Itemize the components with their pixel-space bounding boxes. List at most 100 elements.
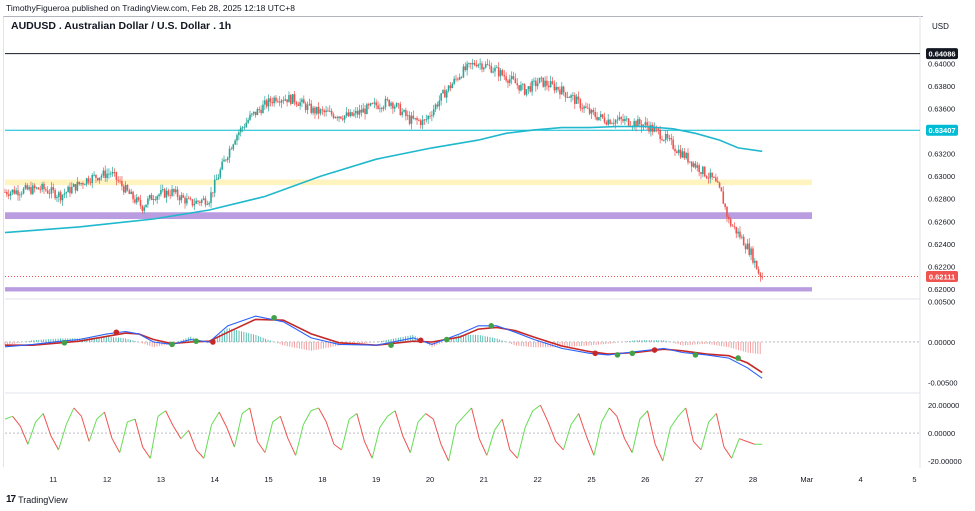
candle-body [213,179,216,193]
oscillator-segment [448,424,457,462]
candle-body [156,196,158,200]
oscillator-segment [723,446,733,459]
candle-body [364,108,366,115]
candle-body [748,243,751,255]
candle-body [366,104,368,115]
candle-body [39,189,42,191]
candle-body [570,95,572,98]
candle-body [503,75,506,77]
candle-body [427,115,429,120]
oscillator-segment [42,413,52,437]
candle-body [353,113,355,116]
oscillator-segment [188,430,197,451]
candle-body [78,181,81,185]
oscillator-segment [27,421,37,445]
candle-body [217,177,220,180]
candle-body [718,182,721,188]
candle-body [325,110,327,113]
candle-body [323,110,326,113]
price-axis-tick: 0.63600 [928,104,955,113]
candle-body [328,110,331,112]
candle-body [74,184,77,191]
candle-body [728,216,730,220]
price-tag-label: 0.64086 [928,50,955,59]
candle-body [137,197,140,200]
candle-body [544,80,546,87]
candle-body [653,127,656,132]
candle-body [449,85,452,89]
candle-body [412,115,415,119]
candle-body [375,102,377,106]
candle-body [379,107,381,109]
candle-body [555,86,558,91]
candle-body [96,177,99,181]
candle-body [581,108,584,110]
candle-body [676,151,678,154]
candle-body [540,77,543,79]
macd-cross-dot [210,339,216,345]
candle-body [11,189,14,193]
candle-body [592,109,595,113]
oscillator-segment [157,410,166,417]
candle-body [464,66,467,71]
candle-body [523,84,526,95]
oscillator-segment [226,427,235,448]
candle-body [536,83,539,87]
candle-body [741,236,743,238]
candle-body [63,193,66,195]
oscillator-segment [50,435,59,451]
candle-body [735,226,738,234]
publisher-caption: TimothyFigueroa published on TradingView… [6,3,295,13]
macd-cross-dot [443,336,450,343]
candle-body [100,175,103,178]
candle-body [709,172,712,179]
oscillator-segment [524,410,534,428]
oscillator-segment [111,438,121,453]
candle-body [71,186,73,194]
oscillator-segment [88,418,98,442]
candle-body [128,190,131,195]
candle-body [638,119,641,125]
price-axis-tick: 0.62400 [928,240,955,249]
candle-body [408,115,411,124]
time-axis-tick: 12 [103,475,111,484]
candle-body [239,127,242,133]
candle-body [102,170,105,176]
candle-body [386,98,389,100]
candle-body [425,119,428,121]
candle-body [330,110,333,115]
candle-body [431,115,433,117]
oscillator-segment [218,411,228,428]
oscillator-segment [127,418,136,423]
candle-body [41,183,43,190]
candle-body [262,104,264,114]
candle-body [277,101,279,103]
price-axis-tick: 0.64000 [928,59,955,68]
macd-cross-dot [388,342,394,348]
candle-body [607,119,609,125]
time-axis-tick: 26 [641,475,649,484]
oscillator-segment [65,407,75,425]
candle-body [557,86,559,90]
candle-body [627,118,630,126]
oscillator-segment [402,435,411,453]
candle-body [174,189,177,193]
oscillator-segment [318,407,327,423]
candle-body [254,111,257,116]
candle-body [453,78,455,84]
candle-body [759,273,762,277]
candle-body [700,172,702,175]
candle-body [165,190,168,198]
candle-body [672,139,674,149]
candle-body [696,165,699,168]
candle-body [278,101,281,103]
candle-body [757,269,760,274]
candle-body [687,152,689,163]
candle-body [661,139,663,141]
oscillator-segment [348,413,358,420]
candle-body [568,97,571,98]
chart-title: AUDUSD . Australian Dollar / U.S. Dollar… [11,20,232,32]
candle-body [388,99,390,106]
tradingview-logo[interactable]: 17 TradingView [6,494,68,505]
